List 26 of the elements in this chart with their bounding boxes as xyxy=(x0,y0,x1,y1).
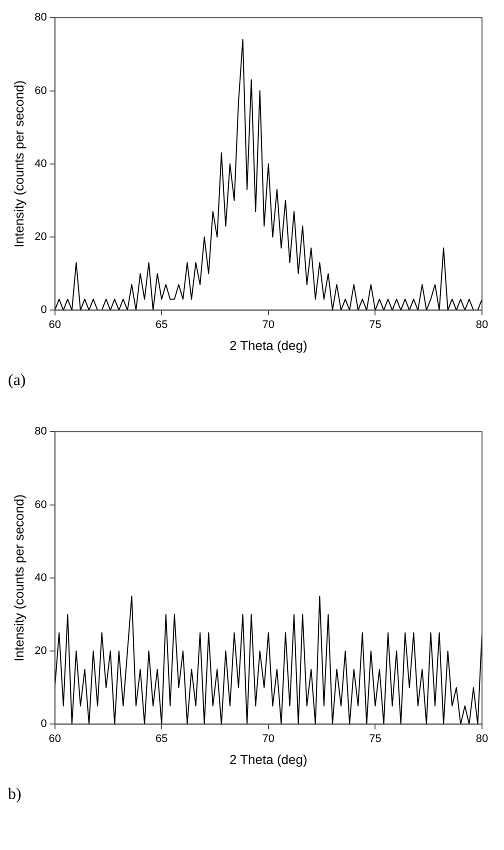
x-tick-label: 80 xyxy=(476,732,488,745)
x-tick-label: 60 xyxy=(48,732,61,745)
y-tick-label: 60 xyxy=(34,498,47,511)
y-tick-label: 0 xyxy=(40,718,47,730)
x-tick-label: 80 xyxy=(476,318,488,331)
y-tick-label: 20 xyxy=(34,645,47,658)
x-tick-label: 60 xyxy=(48,318,61,331)
x-tick-label: 65 xyxy=(156,732,168,745)
x-axis-title: 2 Theta (deg) xyxy=(230,338,308,353)
y-tick-label: 20 xyxy=(34,231,47,244)
y-tick-label: 0 xyxy=(40,304,47,316)
x-tick-label: 75 xyxy=(369,318,382,331)
text: (a) xyxy=(8,372,27,390)
x-tick-label: 70 xyxy=(262,732,275,745)
x-tick-label: 75 xyxy=(369,732,382,745)
y-tick-label: 40 xyxy=(34,158,47,170)
x-tick-label: 70 xyxy=(262,318,275,331)
x-axis-title: 2 Theta (deg) xyxy=(230,752,308,767)
x-tick-label: 65 xyxy=(156,318,168,331)
y-axis-title: Intensity (counts per second) xyxy=(11,80,26,248)
y-axis-title: Intensity (counts per second) xyxy=(11,494,26,662)
y-tick-label: 80 xyxy=(34,12,47,24)
y-tick-label: 40 xyxy=(34,572,47,584)
y-tick-label: 80 xyxy=(34,426,47,438)
text: b) xyxy=(8,786,22,804)
y-tick-label: 60 xyxy=(34,84,47,97)
